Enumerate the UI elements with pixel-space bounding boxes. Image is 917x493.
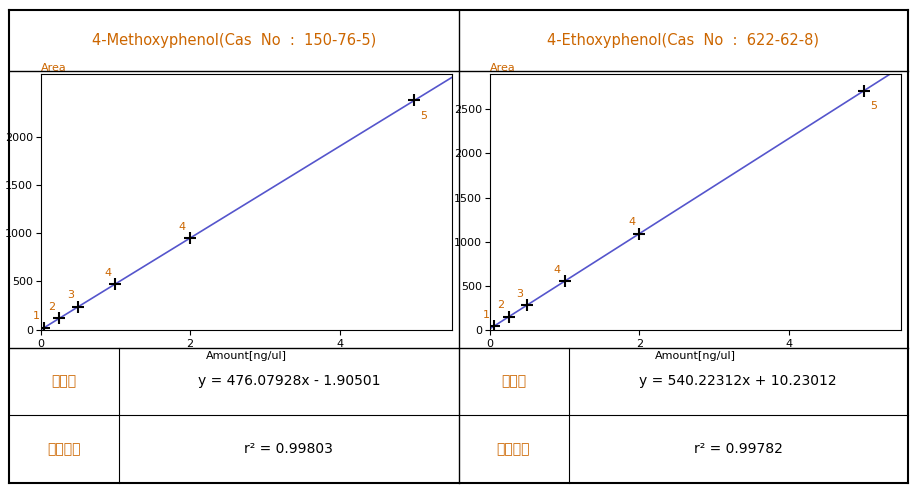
Text: 3: 3 xyxy=(67,290,74,300)
Text: Area: Area xyxy=(490,63,515,73)
Text: y = 476.07928x - 1.90501: y = 476.07928x - 1.90501 xyxy=(197,375,381,388)
Text: 4: 4 xyxy=(179,222,186,232)
X-axis label: Amount[ng/ul]: Amount[ng/ul] xyxy=(205,351,287,361)
Text: 4: 4 xyxy=(554,265,560,275)
Text: 회규식: 회규식 xyxy=(51,375,77,388)
Text: 회규식: 회규식 xyxy=(501,375,526,388)
Text: Area: Area xyxy=(40,63,66,73)
Text: 4: 4 xyxy=(628,217,635,227)
Text: r² = 0.99782: r² = 0.99782 xyxy=(694,442,782,456)
Text: 5: 5 xyxy=(870,101,877,111)
Text: 4-Methoxyphenol(Cas  No  :  150-76-5): 4-Methoxyphenol(Cas No : 150-76-5) xyxy=(92,33,376,48)
Text: 상관계수: 상관계수 xyxy=(48,442,81,456)
Text: 2: 2 xyxy=(48,302,55,312)
Text: 5: 5 xyxy=(421,110,427,121)
Text: 4-Ethoxyphenol(Cas  No  :  622-62-8): 4-Ethoxyphenol(Cas No : 622-62-8) xyxy=(547,33,819,48)
Text: 상관계수: 상관계수 xyxy=(497,442,530,456)
Text: 1: 1 xyxy=(482,310,490,320)
Text: 1: 1 xyxy=(33,311,40,321)
Text: 2: 2 xyxy=(497,300,504,311)
Text: 3: 3 xyxy=(516,288,524,299)
Text: y = 540.22312x + 10.23012: y = 540.22312x + 10.23012 xyxy=(639,375,837,388)
Text: r² = 0.99803: r² = 0.99803 xyxy=(245,442,333,456)
Text: 4: 4 xyxy=(105,268,111,278)
X-axis label: Amount[ng/ul]: Amount[ng/ul] xyxy=(655,351,736,361)
